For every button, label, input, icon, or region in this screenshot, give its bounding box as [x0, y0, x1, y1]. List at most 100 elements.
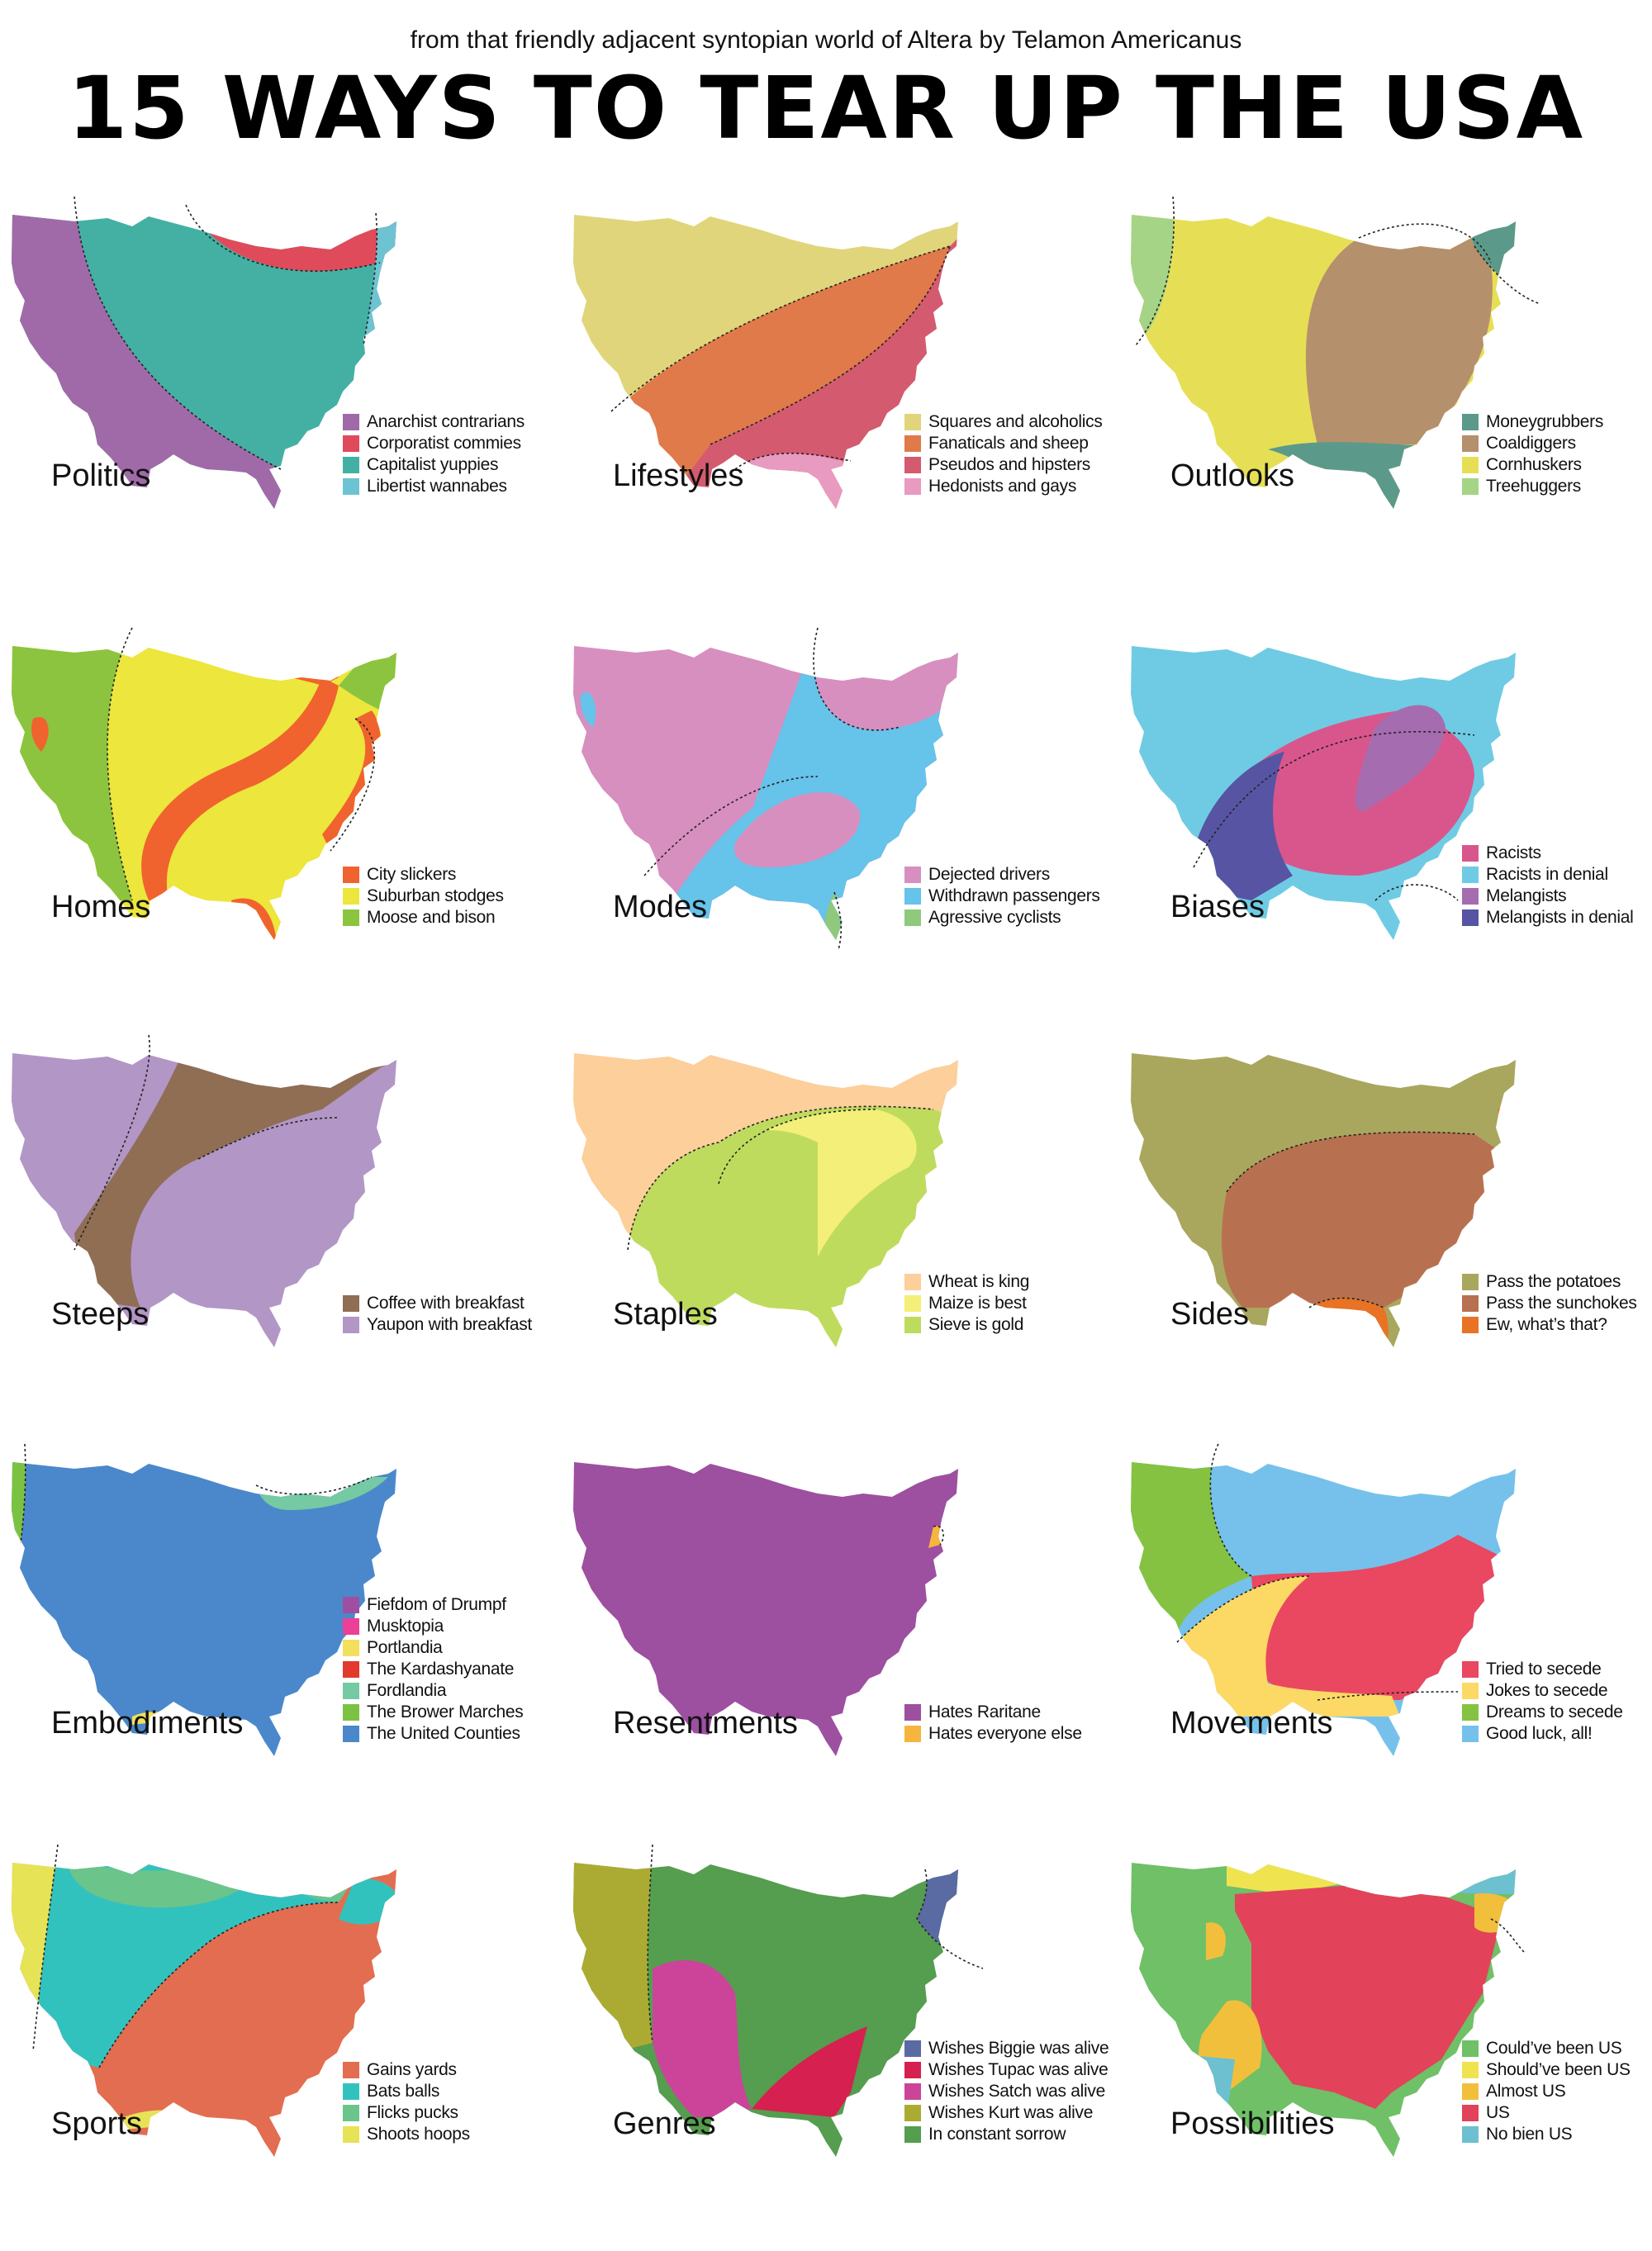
homes-region-5 — [31, 717, 49, 752]
legend-item: Coaldiggers — [1462, 433, 1652, 454]
staples-legend: Wheat is king Maize is best Sieve is gold — [904, 1271, 1107, 1336]
legend-item: Sieve is gold — [904, 1314, 1107, 1336]
legend-label: Dreams to secede — [1486, 1702, 1623, 1721]
legend-item: Corporatist commies — [343, 433, 545, 454]
legend-label: Fanaticals and sheep — [928, 434, 1089, 453]
legend-label: Coffee with breakfast — [367, 1294, 525, 1313]
legend-swatch — [1462, 1683, 1479, 1699]
legend-label: Portlandia — [367, 1638, 443, 1657]
movements-region-0 — [1131, 1462, 1251, 1634]
possibilities-region-0 — [1227, 1863, 1375, 1894]
modes-region-2 — [580, 692, 596, 727]
movements-region-2 — [1177, 1576, 1400, 1717]
embodiments-landmass — [12, 1462, 396, 1756]
legend-label: Sieve is gold — [928, 1315, 1024, 1334]
map-panel-movements: Movements Tried to secede Jokes to secede D… — [1127, 1437, 1652, 1850]
legend-label: Suburban stodges — [367, 886, 504, 905]
legend-item: Portlandia — [343, 1637, 545, 1659]
legend-label: Bats balls — [367, 2082, 440, 2101]
legend-label: In constant sorrow — [928, 2125, 1066, 2144]
homes-region-4 — [322, 710, 381, 851]
possibilities-legend: Could’ve been US Should’ve been US Almost … — [1462, 2038, 1652, 2145]
legend-item: Anarchist contrarians — [343, 411, 545, 433]
legend-item: Dejected drivers — [904, 864, 1107, 886]
steeps-cut-line-1 — [197, 1117, 339, 1160]
legend-item: Pass the sunchokes — [1462, 1293, 1652, 1314]
genres-map — [573, 1844, 984, 2157]
legend-label: Fiefdom of Drumpf — [367, 1595, 506, 1614]
map-panel-staples: Staples Wheat is king Maize is best Sieve i… — [570, 1028, 1107, 1441]
genres-label: Genres — [613, 2106, 716, 2141]
legend-swatch — [343, 1704, 359, 1721]
legend-swatch — [904, 478, 921, 495]
legend-swatch — [1462, 1704, 1479, 1721]
legend-item: Wheat is king — [904, 1271, 1107, 1293]
legend-swatch — [904, 909, 921, 926]
legend-label: Wishes Tupac was alive — [928, 2060, 1108, 2079]
legend-swatch — [1462, 845, 1479, 862]
possibilities-label: Possibilities — [1170, 2106, 1335, 2141]
legend-item: In constant sorrow — [904, 2124, 1107, 2145]
legend-label: Musktopia — [367, 1617, 444, 1636]
legend-item: Wishes Satch was alive — [904, 2081, 1107, 2102]
legend-item: Maize is best — [904, 1293, 1107, 1314]
politics-legend: Anarchist contrarians Corporatist commies… — [343, 411, 545, 497]
steeps-legend: Coffee with breakfast Yaupon with breakfa… — [343, 1293, 545, 1336]
legend-swatch — [343, 2105, 359, 2121]
legend-swatch — [904, 867, 921, 883]
possibilities-region-2 — [1375, 1863, 1516, 1894]
legend-label: The United Counties — [367, 1724, 520, 1743]
legend-label: Melangists in denial — [1486, 908, 1634, 927]
resentments-cut-line-0 — [933, 1525, 944, 1546]
legend-label: Almost US — [1486, 2082, 1566, 2101]
possibilities-region-4 — [1206, 1922, 1226, 1960]
biases-cut-line-1 — [1374, 884, 1459, 901]
sides-region-0 — [1222, 1132, 1499, 1308]
sports-cut-line-1 — [98, 1902, 339, 2068]
legend-item: Squares and alcoholics — [904, 411, 1107, 433]
legend-item: Musktopia — [343, 1616, 545, 1637]
steeps-cut-line-0 — [74, 1034, 150, 1251]
legend-item: Agressive cyclists — [904, 907, 1107, 928]
movements-cut-line-2 — [1317, 1691, 1459, 1701]
map-panel-lifestyles: Lifestyles Squares and alcoholics Fanatica… — [570, 190, 1107, 603]
staples-cut-line-1 — [718, 1109, 876, 1185]
legend-swatch — [343, 1317, 359, 1333]
steeps-map — [12, 1034, 396, 1347]
legend-label: Flicks pucks — [367, 2103, 458, 2122]
legend-item: Jokes to secede — [1462, 1680, 1652, 1702]
homes-cut-line-0 — [107, 627, 133, 901]
genres-region-2 — [752, 2026, 867, 2117]
movements-cut-line-1 — [1176, 1575, 1310, 1643]
legend-item: Pass the potatoes — [1462, 1271, 1652, 1293]
legend-label: Wishes Satch was alive — [928, 2082, 1105, 2101]
genres-cut-line-1 — [916, 1869, 984, 1969]
homes-region-2 — [141, 677, 339, 905]
legend-swatch — [904, 1295, 921, 1312]
modes-cut-line-0 — [643, 776, 819, 876]
legend-item: Fordlandia — [343, 1680, 545, 1702]
legend-swatch — [904, 435, 921, 452]
legend-label: Pseudos and hipsters — [928, 455, 1090, 474]
map-panel-genres: Genres Wishes Biggie was alive Wishes Tupa… — [570, 1838, 1109, 2251]
legend-item: Could’ve been US — [1462, 2038, 1652, 2059]
legend-swatch — [343, 1661, 359, 1678]
legend-label: Hates Raritane — [928, 1702, 1041, 1721]
resentments-legend: Hates Raritane Hates everyone else — [904, 1702, 1107, 1745]
map-panel-sports: Sports Gains yards Bats balls Flicks pucks S… — [8, 1838, 545, 2251]
legend-item: Fiefdom of Drumpf — [343, 1594, 545, 1616]
staples-label: Staples — [613, 1297, 718, 1332]
legend-swatch — [343, 1726, 359, 1742]
homes-map — [12, 627, 396, 940]
legend-item: Wishes Biggie was alive — [904, 2038, 1109, 2059]
legend-item: The United Counties — [343, 1723, 545, 1745]
outlooks-legend: Moneygrubbers Coaldiggers Cornhuskers Treeh… — [1462, 411, 1652, 497]
sides-cut-line-1 — [1308, 1297, 1384, 1308]
politics-label: Politics — [51, 458, 151, 493]
possibilities-region-3 — [1474, 1893, 1516, 1933]
lifestyles-label: Lifestyles — [613, 458, 744, 493]
legend-item: Gains yards — [343, 2059, 545, 2081]
legend-item: Melangists — [1462, 886, 1652, 907]
legend-swatch — [343, 1618, 359, 1635]
legend-label: City slickers — [367, 865, 457, 884]
